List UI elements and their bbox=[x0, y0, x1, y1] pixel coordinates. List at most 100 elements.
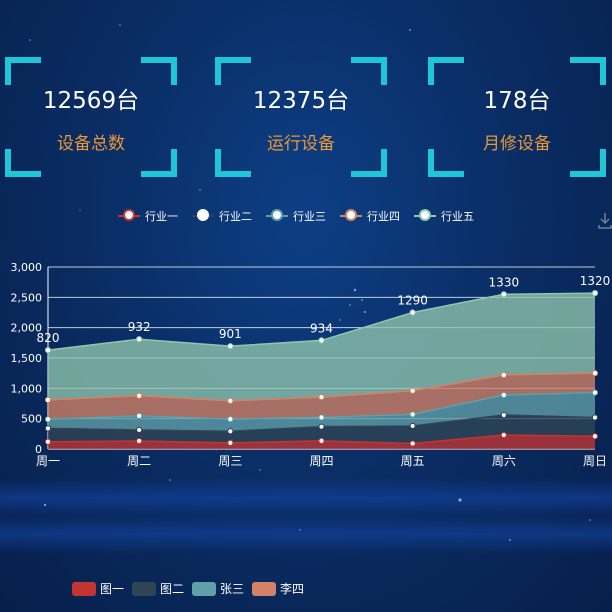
x-tick-label: 周三 bbox=[218, 454, 242, 468]
legend-item-series-1[interactable]: 行业一 bbox=[118, 208, 178, 224]
stat-label: 月修设备 bbox=[483, 134, 551, 154]
y-tick-label: 500 bbox=[21, 413, 42, 426]
frame-corner bbox=[570, 57, 606, 85]
stat-label: 设备总数 bbox=[57, 134, 125, 154]
legend-marker-icon bbox=[414, 209, 436, 222]
x-tick-label: 周一 bbox=[36, 454, 60, 468]
x-tick-label: 周五 bbox=[401, 454, 425, 468]
legend-marker-icon bbox=[192, 209, 214, 222]
data-point bbox=[136, 336, 143, 343]
legend-label: 行业二 bbox=[219, 210, 252, 223]
data-label: 1330 bbox=[489, 275, 520, 289]
data-point bbox=[44, 416, 52, 423]
legend-bottom-item-3[interactable]: 张三 bbox=[192, 580, 244, 597]
background-glow-band bbox=[0, 478, 612, 518]
data-point bbox=[500, 431, 507, 439]
y-tick-label: 1,000 bbox=[11, 382, 43, 395]
y-tick-label: 1,500 bbox=[11, 352, 43, 365]
data-label: 934 bbox=[310, 321, 333, 335]
y-tick-label: 0 bbox=[35, 443, 42, 456]
data-label: 820 bbox=[37, 331, 60, 345]
legend-swatch bbox=[252, 581, 277, 596]
data-point bbox=[591, 389, 599, 396]
legend-bottom-item-4[interactable]: 李四 bbox=[252, 580, 304, 597]
frame-corner bbox=[5, 149, 41, 177]
data-point bbox=[318, 393, 325, 401]
legend-label: 行业四 bbox=[367, 210, 400, 223]
x-tick-label: 周二 bbox=[127, 454, 151, 468]
chart-legend-bottom: 图一 图二 张三 李四 bbox=[72, 580, 312, 597]
frame-corner bbox=[215, 149, 251, 177]
data-point bbox=[44, 425, 52, 432]
data-label: 1320 bbox=[580, 274, 611, 288]
legend-item-series-5[interactable]: 行业五 bbox=[414, 208, 474, 224]
legend-label: 李四 bbox=[280, 582, 305, 596]
data-point bbox=[409, 387, 416, 394]
area-series-3 bbox=[48, 392, 595, 432]
frame-corner bbox=[351, 57, 387, 85]
chart-legend-top: 行业一 行业二 行业三 行业四 行业五 bbox=[118, 208, 488, 224]
stat-label: 运行设备 bbox=[267, 134, 335, 154]
data-point bbox=[591, 433, 599, 440]
frame-corner bbox=[428, 149, 464, 177]
stat-value: 12375台 bbox=[252, 88, 350, 114]
legend-marker-icon bbox=[118, 209, 140, 222]
stat-value: 12569台 bbox=[42, 88, 140, 114]
data-label: 1290 bbox=[397, 294, 428, 308]
data-point bbox=[227, 343, 234, 350]
legend-item-series-3[interactable]: 行业三 bbox=[266, 208, 326, 224]
data-point bbox=[409, 309, 416, 316]
data-point bbox=[318, 414, 325, 421]
legend-marker-icon bbox=[266, 209, 288, 222]
data-point bbox=[227, 415, 234, 423]
stat-card-total: 12569台 设备总数 bbox=[5, 57, 177, 177]
data-point bbox=[409, 440, 416, 447]
y-tick-label: 2,000 bbox=[11, 322, 43, 335]
download-icon[interactable] bbox=[598, 212, 612, 230]
data-point bbox=[136, 437, 143, 445]
legend-swatch bbox=[192, 581, 217, 596]
frame-corner bbox=[351, 149, 387, 177]
stacked-area-chart: 0 500 1,000 1,500 2,000 2,500 3,000 820 932 901 93… bbox=[11, 261, 611, 468]
data-point bbox=[227, 428, 234, 435]
data-point bbox=[500, 391, 507, 399]
legend-bottom-item-1[interactable]: 图一 bbox=[72, 580, 124, 597]
legend-label: 图一 bbox=[100, 582, 125, 596]
frame-corner bbox=[215, 57, 251, 85]
data-label: 932 bbox=[128, 320, 151, 334]
stat-card-running: 12375台 运行设备 bbox=[215, 57, 387, 177]
data-point bbox=[227, 397, 234, 404]
frame-corner bbox=[570, 149, 606, 177]
legend-item-series-2[interactable]: 行业二 bbox=[192, 208, 252, 224]
legend-swatch bbox=[72, 581, 96, 596]
data-point bbox=[591, 289, 599, 297]
data-point bbox=[318, 337, 325, 344]
frame-corner bbox=[141, 149, 177, 177]
data-point bbox=[136, 426, 143, 434]
legend-item-series-4[interactable]: 行业四 bbox=[340, 208, 400, 224]
data-point bbox=[500, 371, 507, 379]
x-tick-label: 周六 bbox=[492, 454, 516, 468]
frame-corner bbox=[428, 57, 464, 85]
data-point bbox=[136, 392, 143, 399]
legend-label: 行业三 bbox=[293, 210, 326, 223]
data-point bbox=[500, 411, 507, 419]
legend-label: 行业一 bbox=[145, 210, 178, 223]
data-point bbox=[318, 423, 325, 430]
data-point bbox=[591, 414, 599, 421]
data-point bbox=[44, 347, 52, 354]
frame-corner bbox=[5, 57, 41, 85]
y-tick-label: 3,000 bbox=[11, 261, 43, 274]
data-point bbox=[44, 396, 52, 403]
background-glow-band bbox=[0, 514, 612, 554]
legend-bottom-item-2[interactable]: 图二 bbox=[132, 580, 184, 597]
legend-marker-icon bbox=[340, 209, 362, 222]
area-series-4 bbox=[48, 373, 595, 420]
data-point bbox=[409, 422, 416, 430]
x-tick-label: 周四 bbox=[309, 454, 333, 468]
data-point bbox=[44, 438, 52, 445]
stat-card-maintenance: 178台 月修设备 bbox=[428, 57, 606, 177]
data-point bbox=[318, 437, 325, 444]
data-point bbox=[409, 411, 416, 418]
